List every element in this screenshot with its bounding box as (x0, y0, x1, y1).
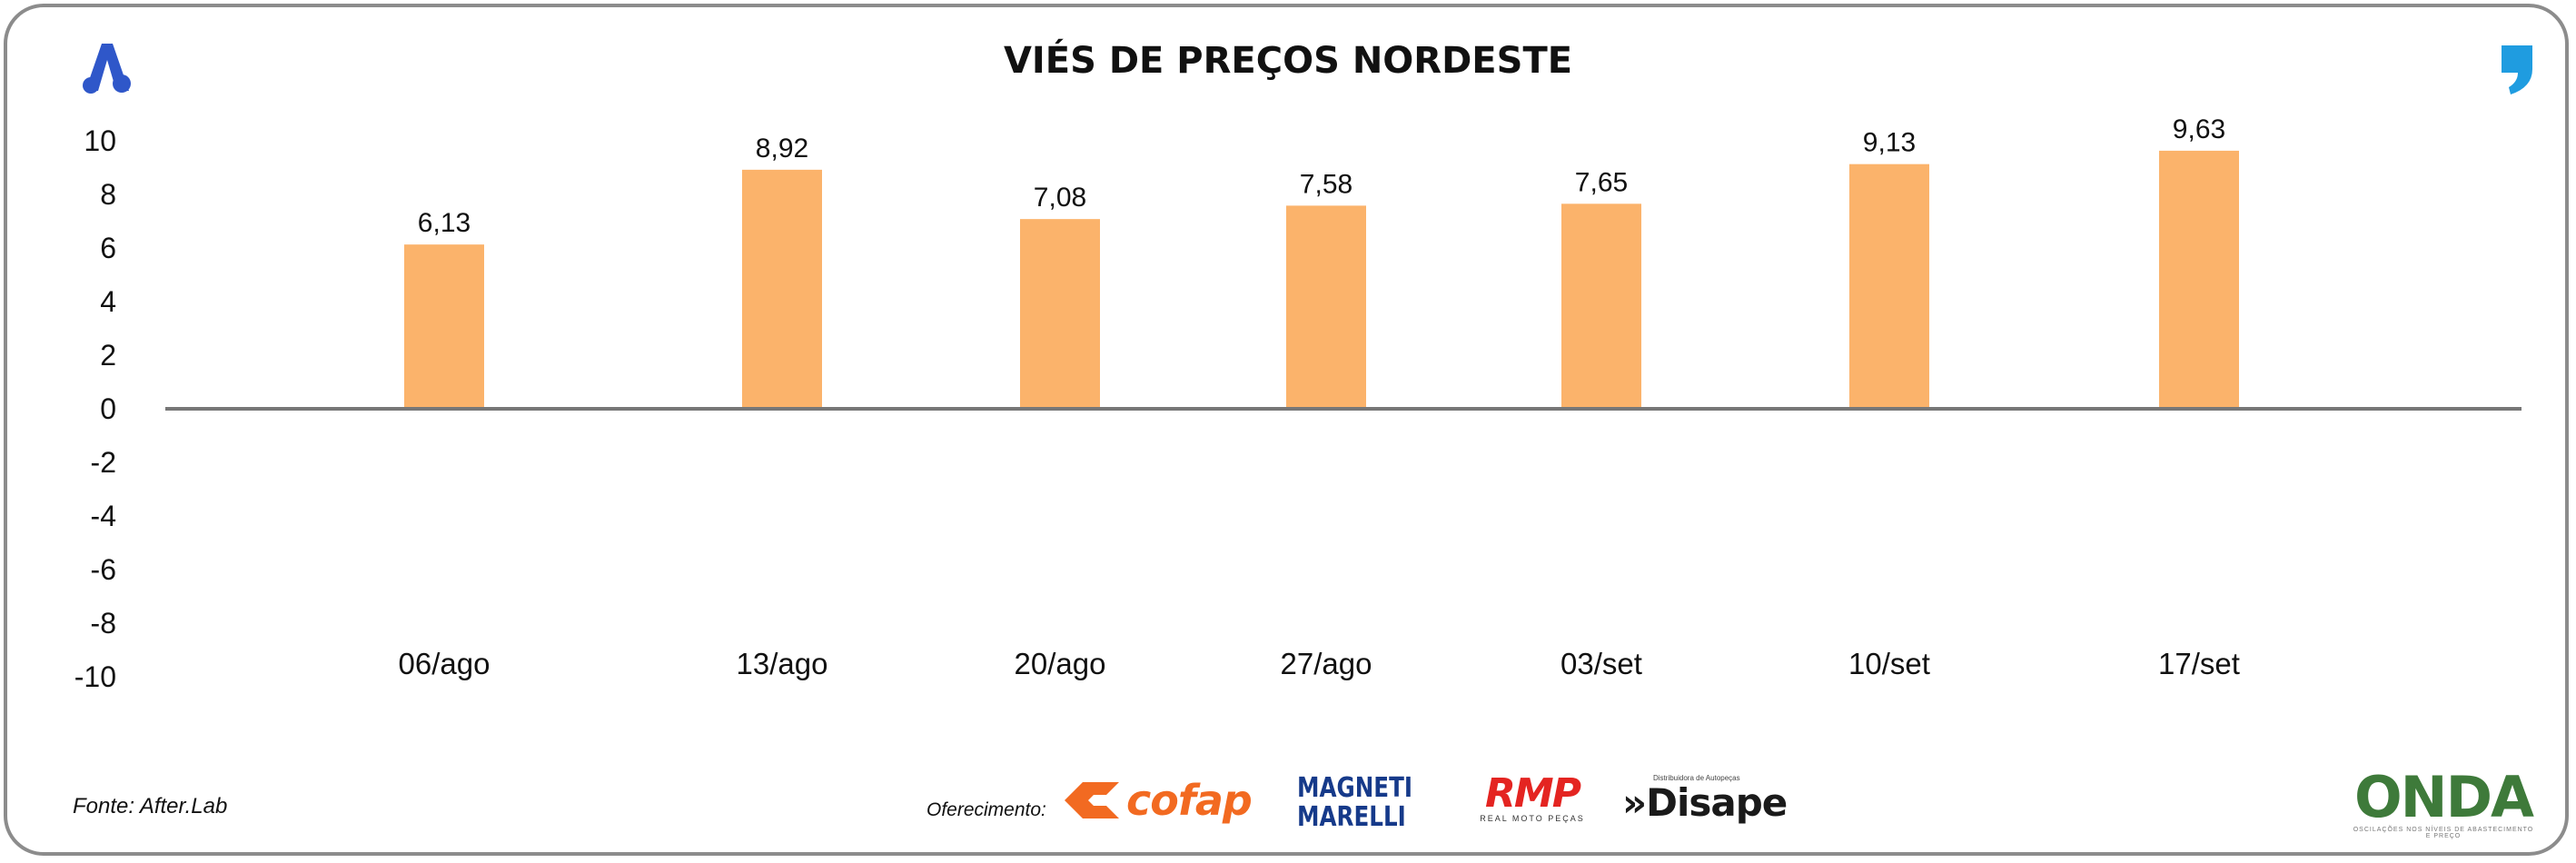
data-label: 7,65 (1575, 167, 1628, 197)
rmp-subtitle: REAL MOTO PEÇAS (1480, 814, 1585, 823)
y-tick-label: 4 (100, 285, 116, 318)
cofap-wordmark: cofap (1126, 776, 1253, 825)
disape-subtitle: Distribuidora de Autopeças (1653, 774, 1740, 782)
chart-card (4, 4, 2569, 856)
bar (1020, 219, 1100, 409)
data-label: 6,13 (418, 208, 471, 238)
source-note: Fonte: After.Lab (73, 794, 228, 818)
bar (404, 244, 484, 409)
magneti-line2: MARELLI (1297, 801, 1406, 833)
x-tick-label: 27/ago (1281, 647, 1372, 680)
rmp-logo: RMP REAL MOTO PEÇAS (1464, 770, 1600, 824)
bar (1561, 203, 1641, 409)
data-label: 7,08 (1034, 183, 1086, 213)
bar (742, 169, 822, 410)
bar (1849, 164, 1929, 410)
data-label: 7,58 (1300, 169, 1352, 199)
chart-title: VIÉS DE PREÇOS NORDESTE (1003, 40, 1573, 82)
cofap-mark-icon (1065, 782, 1119, 818)
x-tick-label: 17/set (2158, 647, 2240, 680)
y-tick-label: -4 (91, 500, 116, 532)
data-label: 9,63 (2173, 114, 2225, 144)
offer-label: Oferecimento: (926, 799, 1046, 820)
disape-wordmark: »Disape (1622, 780, 1788, 825)
bar (1286, 205, 1366, 409)
y-tick-label: -10 (74, 660, 116, 693)
data-label: 9,13 (1863, 128, 1916, 158)
onda-wordmark: ONDA (2353, 764, 2534, 830)
x-tick-label: 20/ago (1015, 647, 1106, 680)
x-tick-label: 03/set (1560, 647, 1642, 680)
onda-subtitle: OSCILAÇÕES NOS NÍVEIS DE ABASTECIMENTO E… (2353, 827, 2534, 839)
brand-a-icon (76, 36, 134, 99)
onda-logo: ONDA OSCILAÇÕES NOS NÍVEIS DE ABASTECIME… (2351, 764, 2536, 840)
y-tick-label: -6 (91, 553, 116, 586)
bar (2159, 150, 2239, 410)
y-tick-label: -2 (91, 446, 116, 479)
y-tick-label: 0 (100, 392, 116, 425)
y-tick-label: 2 (100, 339, 116, 372)
data-label: 8,92 (756, 134, 808, 164)
disape-logo: Distribuidora de Autopeças »Disape (1622, 774, 1788, 825)
magneti-line1: MAGNETI (1297, 772, 1413, 804)
y-tick-label: 6 (100, 232, 116, 264)
cofap-logo: cofap (1063, 776, 1253, 825)
quote-mark-icon (2498, 42, 2536, 101)
x-tick-label: 10/set (1848, 647, 1930, 680)
magneti-marelli-logo: MAGNETI MARELLI (1297, 772, 1413, 833)
y-tick-label: -8 (91, 607, 116, 640)
x-tick-label: 13/ago (737, 647, 828, 680)
x-tick-label: 06/ago (399, 647, 490, 680)
y-tick-label: 10 (84, 124, 116, 157)
y-tick-label: 8 (100, 178, 116, 211)
rmp-wordmark: RMP (1485, 770, 1581, 817)
